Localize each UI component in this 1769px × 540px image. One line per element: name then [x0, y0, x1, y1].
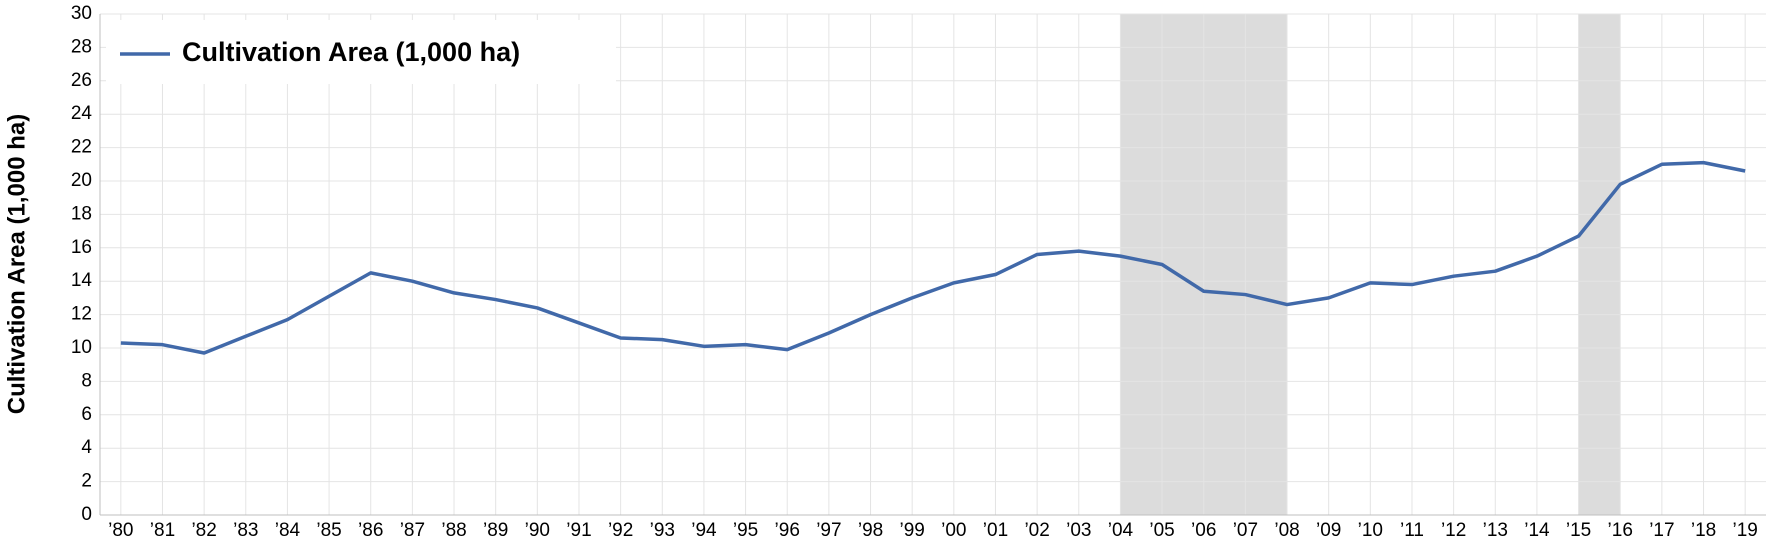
x-tick-label: ’96	[775, 520, 800, 540]
x-tick-label: ’89	[483, 520, 508, 540]
x-tick-label: ’81	[150, 520, 175, 540]
x-tick-label: ’97	[816, 520, 841, 540]
x-tick-label: ’16	[1608, 520, 1633, 540]
legend-label: Cultivation Area (1,000 ha)	[182, 37, 520, 67]
x-tick-label: ’95	[733, 520, 758, 540]
y-tick-label: 20	[71, 170, 92, 191]
y-tick-label: 8	[81, 370, 92, 391]
x-tick-label: ’02	[1024, 520, 1049, 540]
y-tick-label: 2	[81, 471, 92, 492]
x-tick-label: ’15	[1566, 520, 1591, 540]
y-tick-label: 16	[71, 237, 92, 258]
y-tick-label: 28	[71, 36, 92, 57]
x-tick-label: ’10	[1358, 520, 1383, 540]
x-tick-label: ’07	[1233, 520, 1258, 540]
x-tick-label: ’86	[358, 520, 383, 540]
y-tick-label: 24	[71, 103, 93, 124]
x-tick-label: ’01	[983, 520, 1008, 540]
y-tick-label: 22	[71, 137, 92, 158]
x-tick-label: ’82	[191, 520, 216, 540]
y-tick-label: 0	[81, 504, 92, 525]
x-tick-label: ’83	[233, 520, 258, 540]
shaded-period	[1578, 14, 1621, 515]
x-tick-label: ’00	[941, 520, 966, 540]
x-tick-label: ’09	[1316, 520, 1341, 540]
x-tick-label: ’90	[525, 520, 550, 540]
x-tick-label: ’80	[108, 520, 133, 540]
x-tick-label: ’94	[691, 520, 717, 540]
y-tick-label: 18	[71, 203, 92, 224]
x-tick-label: ’04	[1108, 520, 1134, 540]
y-tick-label: 26	[71, 70, 92, 91]
y-tick-label: 12	[71, 304, 92, 325]
x-tick-label: ’91	[566, 520, 591, 540]
x-tick-label: ’93	[650, 520, 675, 540]
y-tick-label: 14	[71, 270, 93, 291]
x-tick-label: ’85	[316, 520, 341, 540]
mark-layer	[120, 160, 1746, 355]
x-tick-label: ’18	[1691, 520, 1716, 540]
x-tick-label: ’17	[1649, 520, 1674, 540]
y-tick-label: 4	[81, 437, 92, 458]
grid-layer	[100, 13, 1766, 516]
x-tick-label: ’06	[1191, 520, 1216, 540]
y-tick-label: 10	[71, 337, 92, 358]
x-tick-label: ’87	[400, 520, 425, 540]
x-tick-label: ’19	[1732, 520, 1757, 540]
x-tick-label: ’03	[1066, 520, 1091, 540]
x-tick-label: ’12	[1441, 520, 1466, 540]
legend-box	[106, 20, 616, 84]
y-axis-title: Cultivation Area (1,000 ha)	[3, 114, 30, 415]
x-tick-label: ’98	[858, 520, 883, 540]
y-tick-label: 6	[81, 404, 92, 425]
y-tick-label: 30	[71, 3, 92, 24]
x-tick-label: ’84	[275, 520, 301, 540]
x-tick-label: ’92	[608, 520, 633, 540]
x-tick-label: ’08	[1274, 520, 1299, 540]
x-tick-label: ’99	[899, 520, 924, 540]
x-tick-label: ’88	[441, 520, 466, 540]
series-line	[120, 160, 1746, 355]
x-tick-label: ’13	[1483, 520, 1508, 540]
x-tick-label: ’05	[1149, 520, 1174, 540]
x-tick-label: ’14	[1524, 520, 1550, 540]
x-tick-label: ’11	[1400, 520, 1424, 540]
